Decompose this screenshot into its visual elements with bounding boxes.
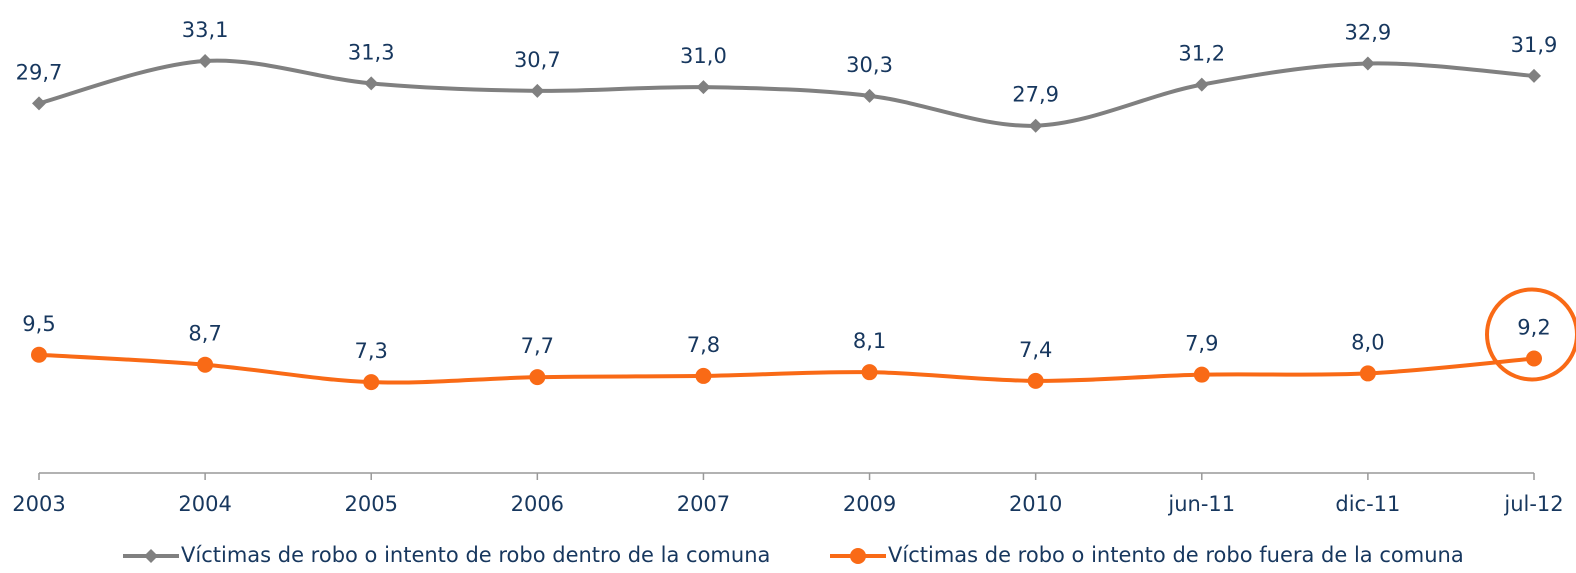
data-point [530,83,545,98]
x-tick-label: 2005 [344,492,397,516]
highlight-ring [1485,287,1576,382]
data-label: 33,1 [182,18,229,42]
x-tick-label: 2010 [1009,492,1062,516]
data-point [1526,350,1542,367]
data-label: 9,2 [1517,315,1550,339]
x-tick-label: dic-11 [1335,492,1400,516]
legend-marker [144,549,158,563]
data-label: 31,3 [348,40,395,64]
data-point [1194,77,1209,92]
data-label: 9,5 [22,312,55,336]
data-label: 32,9 [1345,20,1392,44]
data-label: 7,3 [355,339,388,363]
data-point [31,346,47,363]
data-label: 30,7 [514,48,561,72]
data-point [1527,68,1541,83]
data-point [364,76,379,91]
x-tick-label: 2004 [178,492,231,516]
data-label: 31,0 [680,44,727,68]
data-label: 29,7 [16,60,63,84]
data-label: 7,4 [1019,338,1052,362]
data-label: 7,9 [1185,332,1218,356]
data-point [197,356,214,373]
data-point [1359,365,1376,382]
data-point [695,367,712,384]
x-tick-label: 2006 [511,492,564,516]
data-label: 27,9 [1012,83,1059,107]
legend-label: Víctimas de robo o intento de robo fuera… [888,543,1464,567]
x-tick-label: 2003 [12,492,65,516]
data-point [529,369,546,386]
data-label: 8,7 [188,322,221,346]
legend-marker [850,548,866,564]
x-tick-label: 2007 [677,492,730,516]
data-point [1027,372,1044,389]
data-point [862,88,877,103]
data-point [1028,118,1043,133]
data-point [1193,366,1210,383]
data-point [1360,56,1375,71]
data-point [198,53,213,68]
x-tick-label: 2009 [843,492,896,516]
data-label: 30,3 [846,53,893,77]
data-point [861,364,878,381]
series-line [38,58,1535,128]
legend-label: Víctimas de robo o intento de robo dentr… [181,543,770,567]
data-point [32,96,46,111]
series-line [38,352,1535,385]
data-label: 31,2 [1178,42,1225,66]
data-label: 7,7 [521,334,554,358]
data-point [363,374,380,391]
x-tick-label: jul-12 [1503,492,1563,516]
data-label: 7,8 [687,333,720,357]
data-point [696,80,711,95]
data-label: 8,0 [1351,330,1384,354]
data-label: 31,9 [1511,33,1558,57]
x-tick-label: jun-11 [1167,492,1235,516]
data-label: 8,1 [853,329,886,353]
